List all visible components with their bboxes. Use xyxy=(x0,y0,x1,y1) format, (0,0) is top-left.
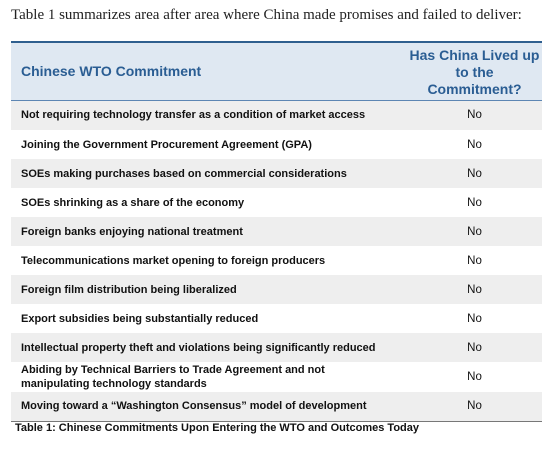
answer-cell: No xyxy=(467,371,482,383)
header-answer-line: to the xyxy=(455,63,494,80)
answer-cell: No xyxy=(467,196,482,209)
table-row: Export subsidies being substantially red… xyxy=(11,304,542,333)
answer-cell: No xyxy=(467,283,482,296)
commitment-cell: Joining the Government Procurement Agree… xyxy=(21,138,312,151)
commitment-cell: SOEs shrinking as a share of the economy xyxy=(21,196,245,209)
table-caption: Table 1: Chinese Commitments Upon Enteri… xyxy=(15,422,419,434)
answer-cell: No xyxy=(467,109,482,122)
answer-cell: No xyxy=(467,225,482,238)
commitment-cell: Foreign banks enjoying national treatmen… xyxy=(21,225,243,238)
table-body: Not requiring technology transfer as a c… xyxy=(11,100,542,421)
commitment-cell: Not requiring technology transfer as a c… xyxy=(21,109,366,122)
commitments-table: Chinese WTO Commitment Has China Lived u… xyxy=(11,41,542,422)
answer-cell: No xyxy=(467,400,482,413)
table-row: Foreign film distribution being liberali… xyxy=(11,275,542,304)
commitment-cell: Moving toward a “Washington Consensus” m… xyxy=(21,400,367,413)
header-answer-line: Commitment? xyxy=(427,80,522,97)
table-row: Abiding by Technical Barriers to Trade A… xyxy=(11,362,542,392)
commitments-table-container: Chinese WTO Commitment Has China Lived u… xyxy=(11,41,542,422)
table-row: SOEs making purchases based on commercia… xyxy=(11,159,542,188)
commitment-cell: SOEs making purchases based on commercia… xyxy=(21,167,347,180)
commitment-cell: Foreign film distribution being liberali… xyxy=(21,283,237,296)
table-row: Moving toward a “Washington Consensus” m… xyxy=(11,392,542,421)
table-header-row: Chinese WTO Commitment Has China Lived u… xyxy=(11,42,542,100)
table-row: Intellectual property theft and violatio… xyxy=(11,333,542,362)
table-row: Joining the Government Procurement Agree… xyxy=(11,130,542,159)
header-answer-line: Has China Lived up xyxy=(409,46,540,63)
header-answer: Has China Lived up to the Commitment? xyxy=(407,42,542,100)
table-row: Not requiring technology transfer as a c… xyxy=(11,100,542,130)
table-row: Foreign banks enjoying national treatmen… xyxy=(11,217,542,246)
table-row: SOEs shrinking as a share of the economy… xyxy=(11,188,542,217)
table-row: Telecommunications market opening to for… xyxy=(11,246,542,275)
intro-text: Table 1 summarizes area after area where… xyxy=(11,7,522,23)
commitment-cell: Abiding by Technical Barriers to Trade A… xyxy=(11,362,407,392)
table-header: Chinese WTO Commitment Has China Lived u… xyxy=(11,42,542,100)
commitment-cell: Intellectual property theft and violatio… xyxy=(21,341,376,354)
answer-cell: No xyxy=(467,341,482,354)
answer-cell: No xyxy=(467,167,482,180)
answer-cell: No xyxy=(467,312,482,325)
commitment-line: Abiding by Technical Barriers to Trade A… xyxy=(21,364,325,376)
commitment-cell: Telecommunications market opening to for… xyxy=(21,254,326,267)
answer-cell: No xyxy=(467,138,482,151)
header-commitment: Chinese WTO Commitment xyxy=(11,42,407,100)
commitment-cell: Export subsidies being substantially red… xyxy=(21,312,259,325)
commitment-line: manipulating technology standards xyxy=(21,378,207,390)
answer-cell: No xyxy=(467,254,482,267)
